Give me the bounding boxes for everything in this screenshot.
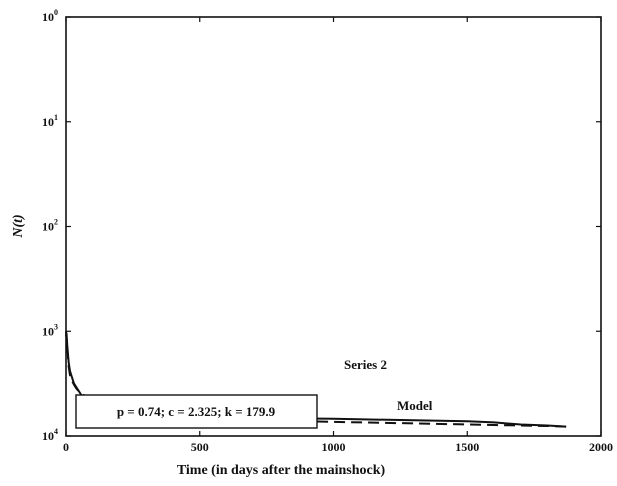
params-box: p = 0.74; c = 2.325; k = 179.9 [75,394,318,429]
y-tick-label: 103 [42,322,58,338]
y-tick-label: 102 [42,218,58,234]
y-tick-exponent: 0 [54,8,58,17]
y-tick-base: 10 [42,429,54,443]
series-label-series-2: Series 2 [344,357,387,372]
y-tick-base: 10 [42,10,54,24]
y-axis-label: N(t) [11,214,26,238]
y-tick-exponent: 3 [54,322,58,331]
x-axis-ticks: 0 500 1000 1500 2000 [63,17,613,454]
y-tick-label: 101 [42,113,58,129]
plot-area [65,16,602,437]
y-tick-base: 10 [42,115,54,129]
x-axis-label: Time (in days after the mainshock) [177,463,386,478]
y-tick-base: 10 [42,220,54,234]
y-tick-exponent: 2 [54,218,58,227]
x-tick-label: 1500 [455,440,479,454]
y-tick-exponent: 4 [54,427,58,436]
x-tick-label: 2000 [589,440,613,454]
params-text: p = 0.74; c = 2.325; k = 179.9 [117,404,276,419]
y-tick-label: 104 [42,427,58,443]
y-tick-base: 10 [42,324,54,338]
x-tick-label: 500 [191,440,209,454]
x-tick-label: 0 [63,440,69,454]
x-tick-label: 1000 [322,440,346,454]
y-tick-label: 100 [42,8,58,24]
y-tick-exponent: 1 [54,113,58,122]
series-label-model: Model [397,398,433,413]
